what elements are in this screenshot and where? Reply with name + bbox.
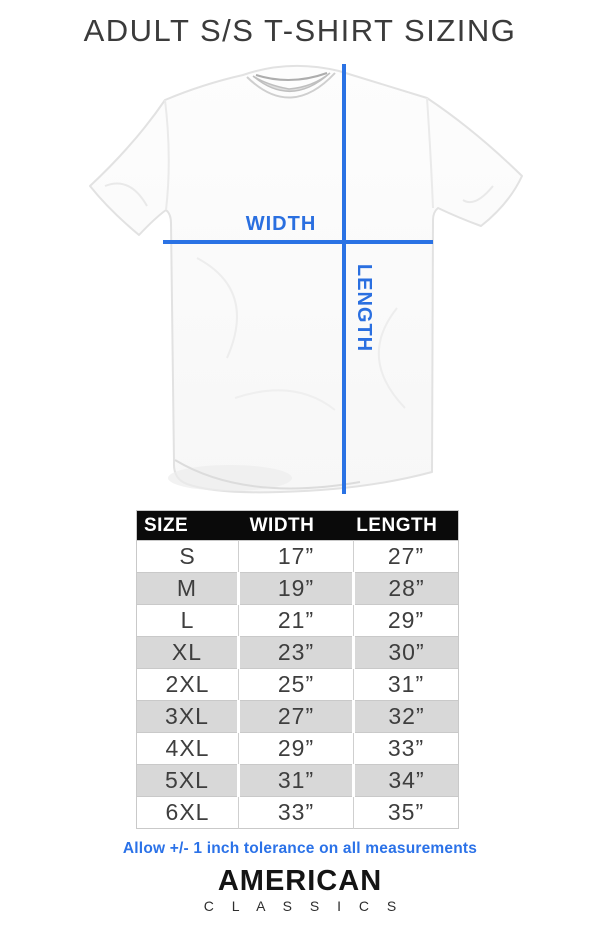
size-cell: 3XL <box>136 700 240 733</box>
table-row: M 19” 28” <box>136 572 459 605</box>
width-cell: 21” <box>238 604 354 637</box>
tshirt-measurement-diagram: WIDTH LENGTH <box>75 58 537 505</box>
length-cell: 28” <box>353 572 459 605</box>
length-cell: 29” <box>353 604 459 637</box>
width-cell: 27” <box>238 700 355 733</box>
size-cell: XL <box>136 636 240 669</box>
table-header-row: SIZE WIDTH LENGTH <box>136 510 459 541</box>
tolerance-note: Allow +/- 1 inch tolerance on all measur… <box>122 840 478 857</box>
length-cell: 31” <box>353 668 459 701</box>
width-cell: 17” <box>238 540 354 573</box>
brand-subtitle-text: C L A S S I C S <box>203 898 404 915</box>
width-cell: 31” <box>238 764 355 797</box>
table-row: 3XL 27” 32” <box>136 700 459 733</box>
width-cell: 33” <box>238 796 354 829</box>
table-row: L 21” 29” <box>136 604 459 637</box>
table-row: XL 23” 30” <box>136 636 459 669</box>
size-cell: 2XL <box>136 668 239 701</box>
width-measure-label: WIDTH <box>245 213 317 235</box>
table-row: 2XL 25” 31” <box>136 668 459 701</box>
length-cell: 30” <box>353 636 459 669</box>
table-row: 5XL 31” 34” <box>136 764 459 797</box>
length-cell: 34” <box>353 764 459 797</box>
size-cell: M <box>136 572 240 605</box>
size-cell: 6XL <box>136 796 239 829</box>
length-measure-line <box>342 64 346 494</box>
size-chart-table: SIZE WIDTH LENGTH S 17” 27” M 19” 28” L … <box>136 510 459 829</box>
brand-logo: AMERICAN C L A S S I C S <box>0 865 600 915</box>
length-cell: 32” <box>353 700 459 733</box>
length-cell: 35” <box>353 796 459 829</box>
width-cell: 25” <box>238 668 354 701</box>
page-title: ADULT S/S T-SHIRT SIZING <box>83 13 517 48</box>
column-header-width: WIDTH <box>238 510 354 541</box>
column-header-length: LENGTH <box>353 510 459 541</box>
table-row: 6XL 33” 35” <box>136 796 459 829</box>
width-cell: 23” <box>238 636 355 669</box>
length-cell: 33” <box>353 732 459 765</box>
width-measure-line <box>163 240 433 244</box>
length-measure-label: LENGTH <box>353 263 375 353</box>
size-cell: 4XL <box>136 732 239 765</box>
table-row: 4XL 29” 33” <box>136 732 459 765</box>
size-cell: L <box>136 604 239 637</box>
table-row: S 17” 27” <box>136 540 459 573</box>
tshirt-illustration <box>89 64 523 494</box>
length-cell: 27” <box>353 540 459 573</box>
column-header-size: SIZE <box>136 510 239 541</box>
width-cell: 29” <box>238 732 354 765</box>
brand-name-text: AMERICAN <box>217 865 383 897</box>
size-cell: S <box>136 540 239 573</box>
size-cell: 5XL <box>136 764 240 797</box>
width-cell: 19” <box>238 572 355 605</box>
